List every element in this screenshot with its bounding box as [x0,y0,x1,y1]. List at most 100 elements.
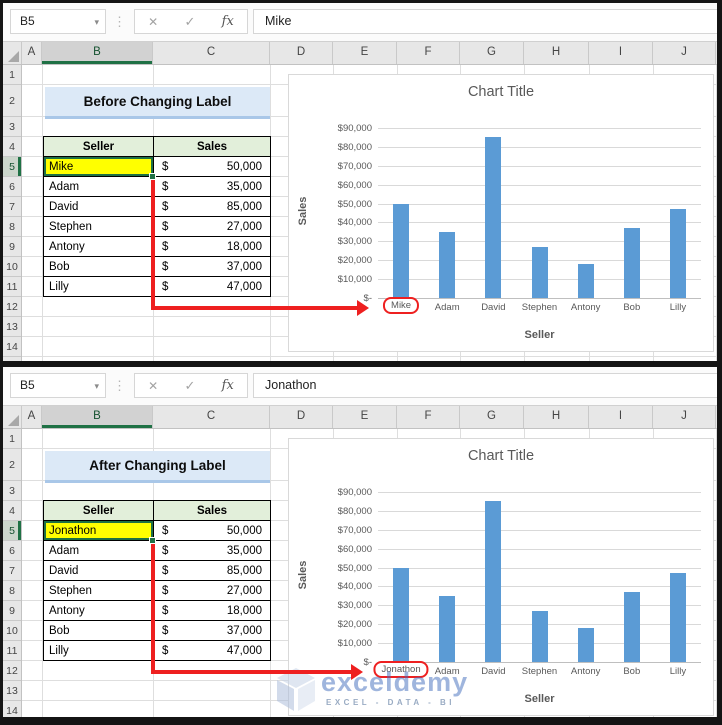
seller-cell[interactable]: Antony [43,236,154,257]
column-header-B[interactable]: B [42,42,153,64]
row-header-11[interactable]: 11 [3,277,21,297]
bar-chart[interactable]: Chart Title Sales Seller $- $10,000 $20,00… [288,74,714,352]
sales-cell[interactable]: $27,000 [153,580,271,601]
table-header-sales[interactable]: Sales [153,500,271,521]
x-axis-title[interactable]: Seller [524,693,555,705]
sales-cell[interactable]: $47,000 [153,276,271,297]
column-header-A[interactable]: A [22,42,42,64]
row-header-6[interactable]: 6 [3,177,21,197]
enter-icon[interactable]: ✓ [184,13,196,29]
sales-cell[interactable]: $50,000 [153,156,271,177]
column-header-G[interactable]: G [460,406,524,428]
insert-function-icon[interactable]: fx [221,14,234,29]
namebox-dropdown-icon[interactable]: ▾ [94,17,99,27]
row-header-14[interactable]: 14 [3,701,21,717]
column-header-J[interactable]: J [653,406,716,428]
row-header-7[interactable]: 7 [3,197,21,217]
sales-cell[interactable]: $37,000 [153,620,271,641]
cancel-icon[interactable]: ✕ [148,14,159,29]
row-header-9[interactable]: 9 [3,601,21,621]
row-header-7[interactable]: 7 [3,561,21,581]
seller-cell[interactable]: Bob [43,256,154,277]
fill-handle[interactable] [149,537,156,544]
column-header-C[interactable]: C [153,42,270,64]
name-box[interactable]: B5 ▾ [10,373,106,398]
seller-cell[interactable]: Lilly [43,640,154,661]
column-header-C[interactable]: C [153,406,270,428]
row-header-12[interactable]: 12 [3,661,21,681]
chart-title[interactable]: Chart Title [467,84,535,100]
seller-cell[interactable]: Adam [43,176,154,197]
sales-cell[interactable]: $18,000 [153,600,271,621]
sales-cell[interactable]: $85,000 [153,560,271,581]
seller-cell[interactable]: Antony [43,600,154,621]
sales-cell[interactable]: $18,000 [153,236,271,257]
seller-cell[interactable]: David [43,560,154,581]
table-header-seller[interactable]: Seller [43,500,154,521]
seller-cell[interactable]: Stephen [43,580,154,601]
x-axis-title[interactable]: Seller [524,329,555,341]
row-header-4[interactable]: 4 [3,137,21,157]
column-header-H[interactable]: H [524,42,589,64]
column-header-A[interactable]: A [22,406,42,428]
select-all-button[interactable] [3,42,22,64]
sales-cell[interactable]: $27,000 [153,216,271,237]
row-header-14[interactable]: 14 [3,337,21,357]
select-all-button[interactable] [3,406,22,428]
sales-cell[interactable]: $50,000 [153,520,271,541]
column-header-E[interactable]: E [333,406,397,428]
row-header-4[interactable]: 4 [3,501,21,521]
column-header-D[interactable]: D [270,42,333,64]
sales-cell[interactable]: $35,000 [153,176,271,197]
seller-cell[interactable]: Adam [43,540,154,561]
formula-input[interactable]: Mike [253,9,717,34]
row-header-12[interactable]: 12 [3,297,21,317]
row-header-9[interactable]: 9 [3,237,21,257]
row-header-8[interactable]: 8 [3,581,21,601]
formula-input[interactable]: Jonathon [253,373,717,398]
table-header-seller[interactable]: Seller [43,136,154,157]
sales-cell[interactable]: $85,000 [153,196,271,217]
row-header-10[interactable]: 10 [3,621,21,641]
row-header-6[interactable]: 6 [3,541,21,561]
column-header-I[interactable]: I [589,406,653,428]
insert-function-icon[interactable]: fx [221,378,234,393]
sales-cell[interactable]: $47,000 [153,640,271,661]
row-header-8[interactable]: 8 [3,217,21,237]
row-header-11[interactable]: 11 [3,641,21,661]
seller-cell[interactable]: Lilly [43,276,154,297]
row-header-1[interactable]: 1 [3,65,21,85]
column-header-F[interactable]: F [397,42,460,64]
seller-cell[interactable]: Mike [43,156,154,177]
namebox-dropdown-icon[interactable]: ▾ [94,381,99,391]
row-header-13[interactable]: 13 [3,681,21,701]
enter-icon[interactable]: ✓ [184,377,196,393]
row-header-2[interactable]: 2 [3,85,21,117]
row-header-3[interactable]: 3 [3,481,21,501]
column-header-H[interactable]: H [524,406,589,428]
row-header-1[interactable]: 1 [3,429,21,449]
seller-cell[interactable]: Bob [43,620,154,641]
sales-cell[interactable]: $35,000 [153,540,271,561]
column-header-D[interactable]: D [270,406,333,428]
seller-cell[interactable]: David [43,196,154,217]
row-header-3[interactable]: 3 [3,117,21,137]
table-header-sales[interactable]: Sales [153,136,271,157]
column-header-J[interactable]: J [653,42,716,64]
column-header-F[interactable]: F [397,406,460,428]
chart-title[interactable]: Chart Title [467,448,535,464]
seller-cell[interactable]: Jonathon [43,520,154,541]
row-header-5[interactable]: 5 [3,521,21,541]
name-box[interactable]: B5 ▾ [10,9,106,34]
column-header-G[interactable]: G [460,42,524,64]
column-header-E[interactable]: E [333,42,397,64]
seller-cell[interactable]: Stephen [43,216,154,237]
cancel-icon[interactable]: ✕ [148,378,159,393]
column-header-I[interactable]: I [589,42,653,64]
fill-handle[interactable] [149,173,156,180]
row-header-13[interactable]: 13 [3,317,21,337]
sales-cell[interactable]: $37,000 [153,256,271,277]
column-header-B[interactable]: B [42,406,153,428]
row-header-10[interactable]: 10 [3,257,21,277]
row-header-2[interactable]: 2 [3,449,21,481]
